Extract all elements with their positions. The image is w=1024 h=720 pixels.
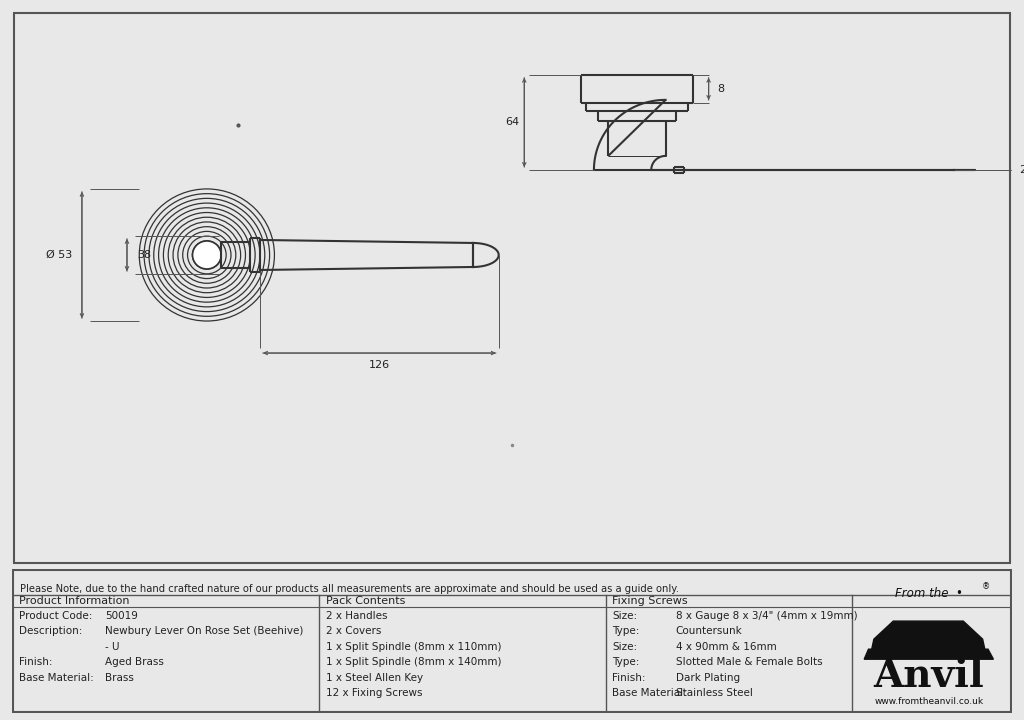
- Text: Size:: Size:: [612, 642, 638, 652]
- Text: Pack Contents: Pack Contents: [326, 595, 406, 606]
- Text: Newbury Lever On Rose Set (Beehive): Newbury Lever On Rose Set (Beehive): [105, 626, 304, 636]
- Text: Product Code:: Product Code:: [19, 611, 93, 621]
- Text: 1 x Steel Allen Key: 1 x Steel Allen Key: [326, 672, 423, 683]
- Text: Stainless Steel: Stainless Steel: [676, 688, 753, 698]
- Text: Fixing Screws: Fixing Screws: [612, 595, 688, 606]
- Text: 8: 8: [717, 84, 724, 94]
- Text: 64: 64: [505, 117, 519, 127]
- Text: Finish:: Finish:: [612, 672, 646, 683]
- Text: - U: - U: [105, 642, 120, 652]
- Text: Please Note, due to the hand crafted nature of our products all measurements are: Please Note, due to the hand crafted nat…: [20, 584, 680, 594]
- Polygon shape: [871, 621, 985, 649]
- Text: 38: 38: [137, 250, 152, 260]
- Text: Base Material:: Base Material:: [19, 672, 94, 683]
- Text: Product Information: Product Information: [19, 595, 130, 606]
- Text: Ø 53: Ø 53: [46, 250, 73, 260]
- Text: Dark Plating: Dark Plating: [676, 672, 740, 683]
- Text: 126: 126: [369, 360, 390, 370]
- Text: www.fromtheanvil.co.uk: www.fromtheanvil.co.uk: [874, 697, 983, 706]
- Text: Description:: Description:: [19, 626, 83, 636]
- Text: Base Material:: Base Material:: [612, 688, 687, 698]
- Text: Size:: Size:: [612, 611, 638, 621]
- Text: Finish:: Finish:: [19, 657, 53, 667]
- Text: 2 x Handles: 2 x Handles: [326, 611, 387, 621]
- Text: 12 x Fixing Screws: 12 x Fixing Screws: [326, 688, 422, 698]
- Text: 50019: 50019: [105, 611, 138, 621]
- Text: 4 x 90mm & 16mm: 4 x 90mm & 16mm: [676, 642, 776, 652]
- Text: 2 x Covers: 2 x Covers: [326, 626, 381, 636]
- Text: From the  •: From the •: [895, 587, 963, 600]
- Text: Brass: Brass: [105, 672, 134, 683]
- Text: Type:: Type:: [612, 657, 640, 667]
- Text: Countersunk: Countersunk: [676, 626, 742, 636]
- Text: Slotted Male & Female Bolts: Slotted Male & Female Bolts: [676, 657, 822, 667]
- Text: 1 x Split Spindle (8mm x 140mm): 1 x Split Spindle (8mm x 140mm): [326, 657, 501, 667]
- Text: ®: ®: [982, 582, 990, 592]
- Text: 8 x Gauge 8 x 3/4" (4mm x 19mm): 8 x Gauge 8 x 3/4" (4mm x 19mm): [676, 611, 857, 621]
- Text: Aged Brass: Aged Brass: [105, 657, 164, 667]
- Polygon shape: [864, 649, 993, 660]
- Text: Anvil: Anvil: [873, 657, 984, 696]
- Text: 1 x Split Spindle (8mm x 110mm): 1 x Split Spindle (8mm x 110mm): [326, 642, 501, 652]
- Text: Type:: Type:: [612, 626, 640, 636]
- Text: 22: 22: [1019, 165, 1024, 175]
- Circle shape: [193, 241, 221, 269]
